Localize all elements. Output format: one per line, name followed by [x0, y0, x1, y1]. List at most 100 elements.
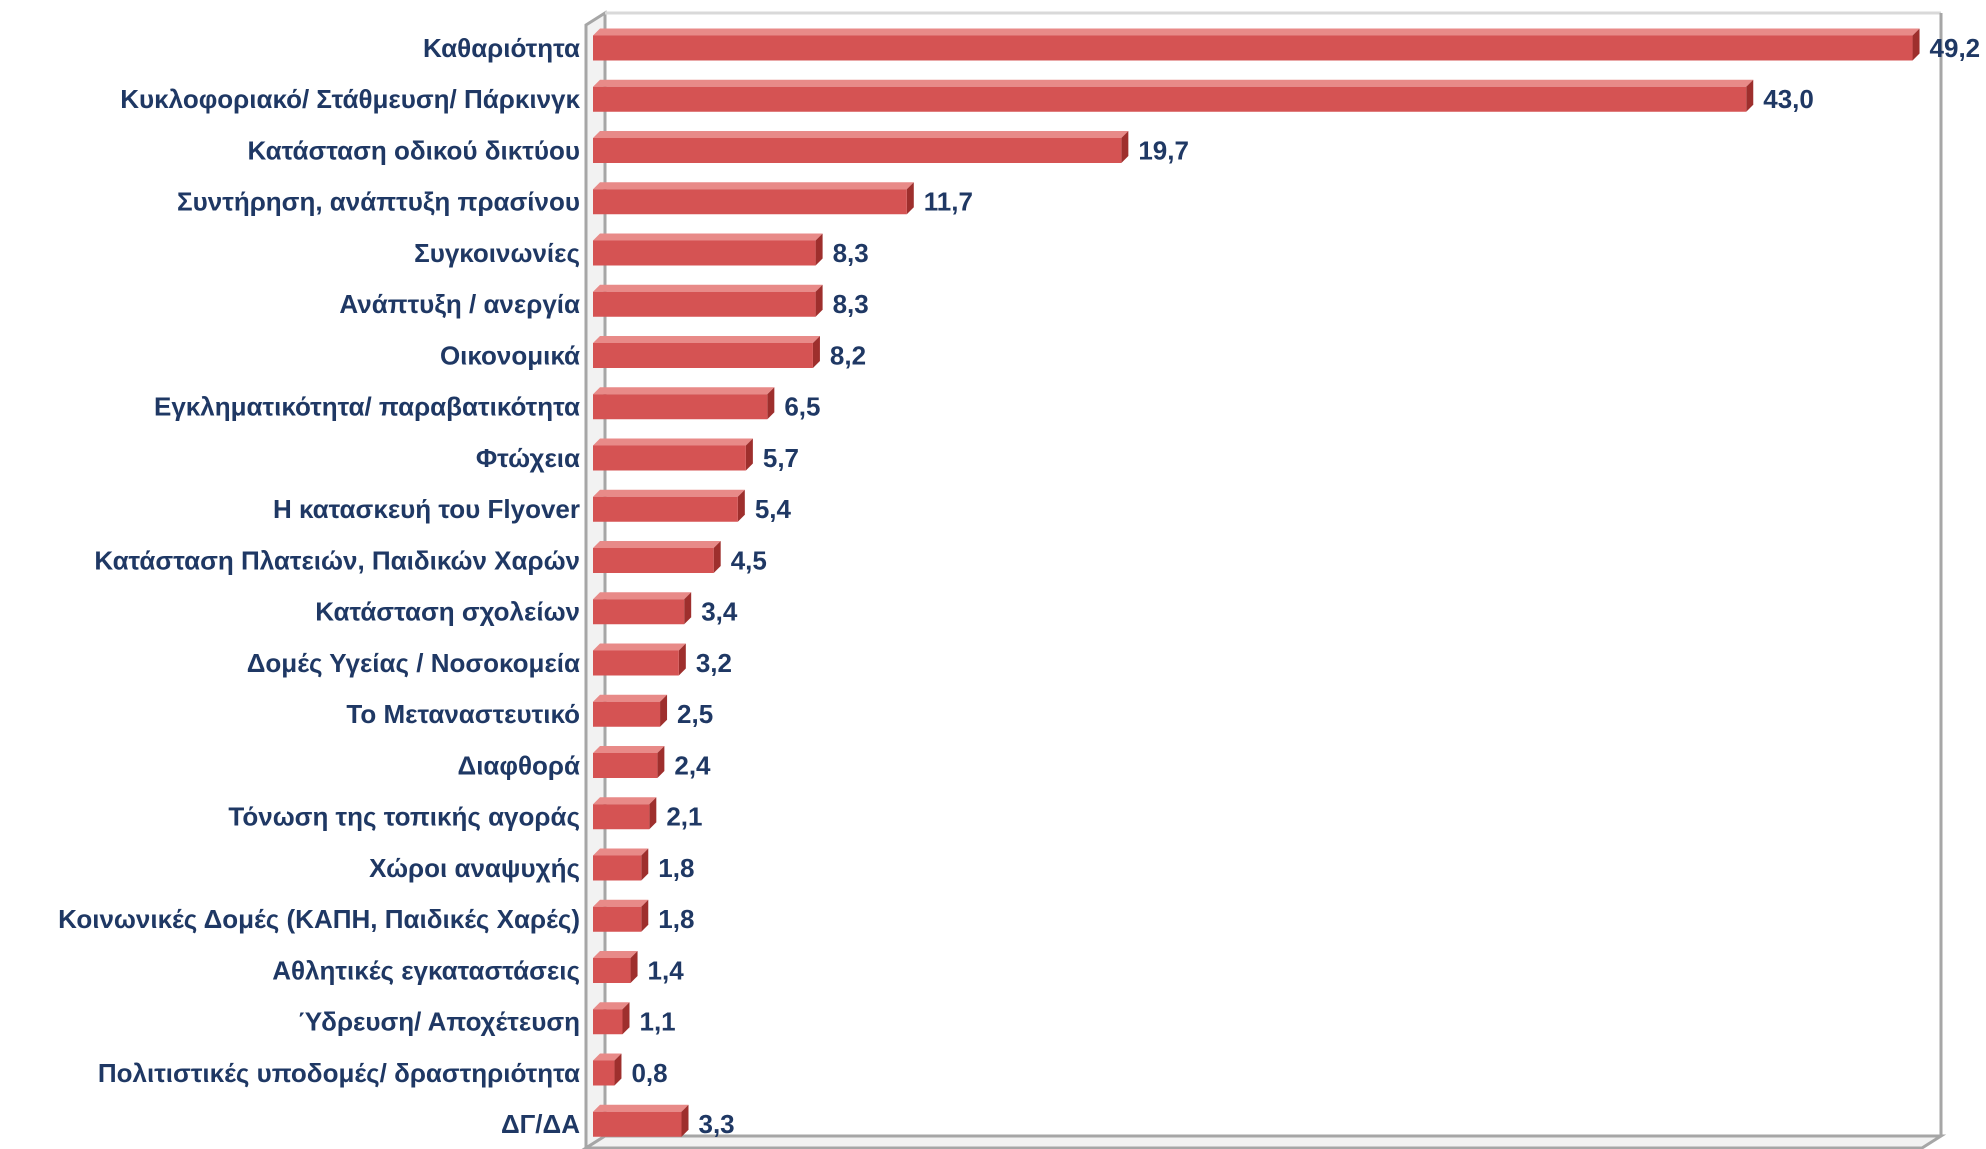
bar-side [641, 848, 649, 881]
bar-top [593, 541, 721, 548]
value-label: 1,8 [658, 853, 694, 883]
bar [593, 958, 631, 983]
category-label: Το Μεταναστευτικό [346, 699, 580, 729]
category-label: Συντήρηση, ανάπτυξη πρασίνου [177, 187, 580, 217]
bar-side [767, 387, 775, 420]
value-label: 5,4 [755, 494, 792, 524]
bar-top [593, 233, 823, 241]
category-label: Τόνωση της τοπικής αγοράς [228, 802, 580, 832]
bar [593, 240, 816, 266]
bar [593, 394, 768, 420]
bar-top [593, 131, 1129, 138]
value-label: 1,1 [640, 1007, 676, 1037]
value-label: 4,5 [731, 545, 767, 575]
bar-top [593, 746, 665, 753]
category-label: Εγκληματικότητα/ παραβατικότητα [154, 392, 580, 422]
bar-side [678, 643, 686, 676]
bar-top [593, 848, 649, 856]
bar-top [593, 284, 823, 292]
bar [593, 753, 658, 778]
value-label: 2,5 [677, 699, 713, 729]
bar [593, 855, 642, 881]
bar [593, 1060, 615, 1086]
bar-side [649, 797, 657, 830]
bar-top [593, 1104, 689, 1112]
bar [593, 701, 661, 727]
bar [593, 138, 1122, 163]
category-label: Ύδρευση/ Αποχέτευση [298, 1007, 580, 1037]
bar-side [906, 182, 914, 215]
bar [593, 804, 650, 830]
bar-side [745, 438, 753, 471]
value-label: 2,4 [674, 750, 711, 780]
bar-side [737, 489, 745, 522]
bar-side [812, 336, 820, 368]
bar [593, 445, 746, 471]
bar-side [1912, 28, 1920, 61]
value-label: 8,3 [833, 238, 869, 268]
bar-top [593, 182, 914, 190]
category-label: Κυκλοφοριακό/ Στάθμευση/ Πάρκινγκ [120, 84, 580, 114]
value-label: 0,8 [631, 1058, 667, 1088]
category-label: Η κατασκευή του Flyover [273, 494, 580, 524]
value-label: 5,7 [763, 443, 799, 473]
category-label: Κατάσταση Πλατειών, Παιδικών Χαρών [94, 545, 580, 575]
category-label: Δομές Υγείας / Νοσοκομεία [247, 648, 580, 678]
bar-side [630, 951, 638, 983]
category-label: Καθαριότητα [423, 33, 580, 63]
bar-top [593, 387, 775, 395]
value-label: 11,7 [924, 187, 973, 217]
bar-top [593, 694, 668, 702]
bar-side [815, 233, 823, 266]
bar-top [593, 951, 638, 958]
value-label: 3,4 [701, 597, 738, 627]
bar-side [614, 1053, 622, 1086]
bar [593, 1111, 682, 1137]
bar [593, 599, 685, 625]
value-label: 43,0 [1763, 84, 1814, 114]
bar-side [684, 592, 692, 625]
bar-top [593, 1002, 630, 1010]
bar-top [593, 28, 1920, 36]
bar-side [660, 694, 668, 727]
bar [593, 1009, 623, 1035]
category-label: Κατάσταση οδικού δικτύου [247, 135, 580, 165]
category-label: Χώροι αναψυχής [369, 853, 580, 883]
bar [593, 650, 679, 676]
floor [581, 1134, 1947, 1149]
bar-top [593, 438, 753, 446]
category-label: Κατάσταση σχολείων [315, 597, 580, 627]
bar [593, 86, 1747, 112]
category-label: Διαφθορά [458, 750, 581, 780]
bar-top [593, 489, 745, 497]
category-label: Αθλητικές εγκαταστάσεις [272, 955, 580, 985]
bar-side [657, 746, 665, 778]
category-label: Οικονομικά [440, 340, 580, 370]
bar [593, 35, 1913, 61]
bar [593, 496, 738, 522]
category-label: ΔΓ/ΔΑ [501, 1109, 580, 1139]
bar [593, 189, 907, 215]
bar-side [641, 899, 649, 932]
bar-top [593, 336, 820, 343]
bar-side [622, 1002, 630, 1035]
bar [593, 906, 642, 932]
bar-top [593, 899, 649, 907]
bar-side [1121, 131, 1129, 163]
category-label: Φτώχεια [476, 443, 580, 473]
bar-top [593, 797, 657, 805]
value-label: 3,3 [699, 1109, 735, 1139]
bar-top [593, 79, 1754, 87]
bar-side [713, 541, 721, 573]
value-label: 19,7 [1138, 135, 1189, 165]
bar [593, 343, 813, 368]
category-label: Κοινωνικές Δομές (ΚΑΠΗ, Παιδικές Χαρές) [58, 904, 580, 934]
value-label: 8,2 [830, 340, 866, 370]
bar [593, 291, 816, 317]
bar [593, 548, 714, 573]
category-label: Συγκοινωνίες [414, 238, 580, 268]
value-label: 3,2 [696, 648, 732, 678]
value-label: 49,2 [1930, 33, 1981, 63]
value-label: 2,1 [666, 802, 702, 832]
